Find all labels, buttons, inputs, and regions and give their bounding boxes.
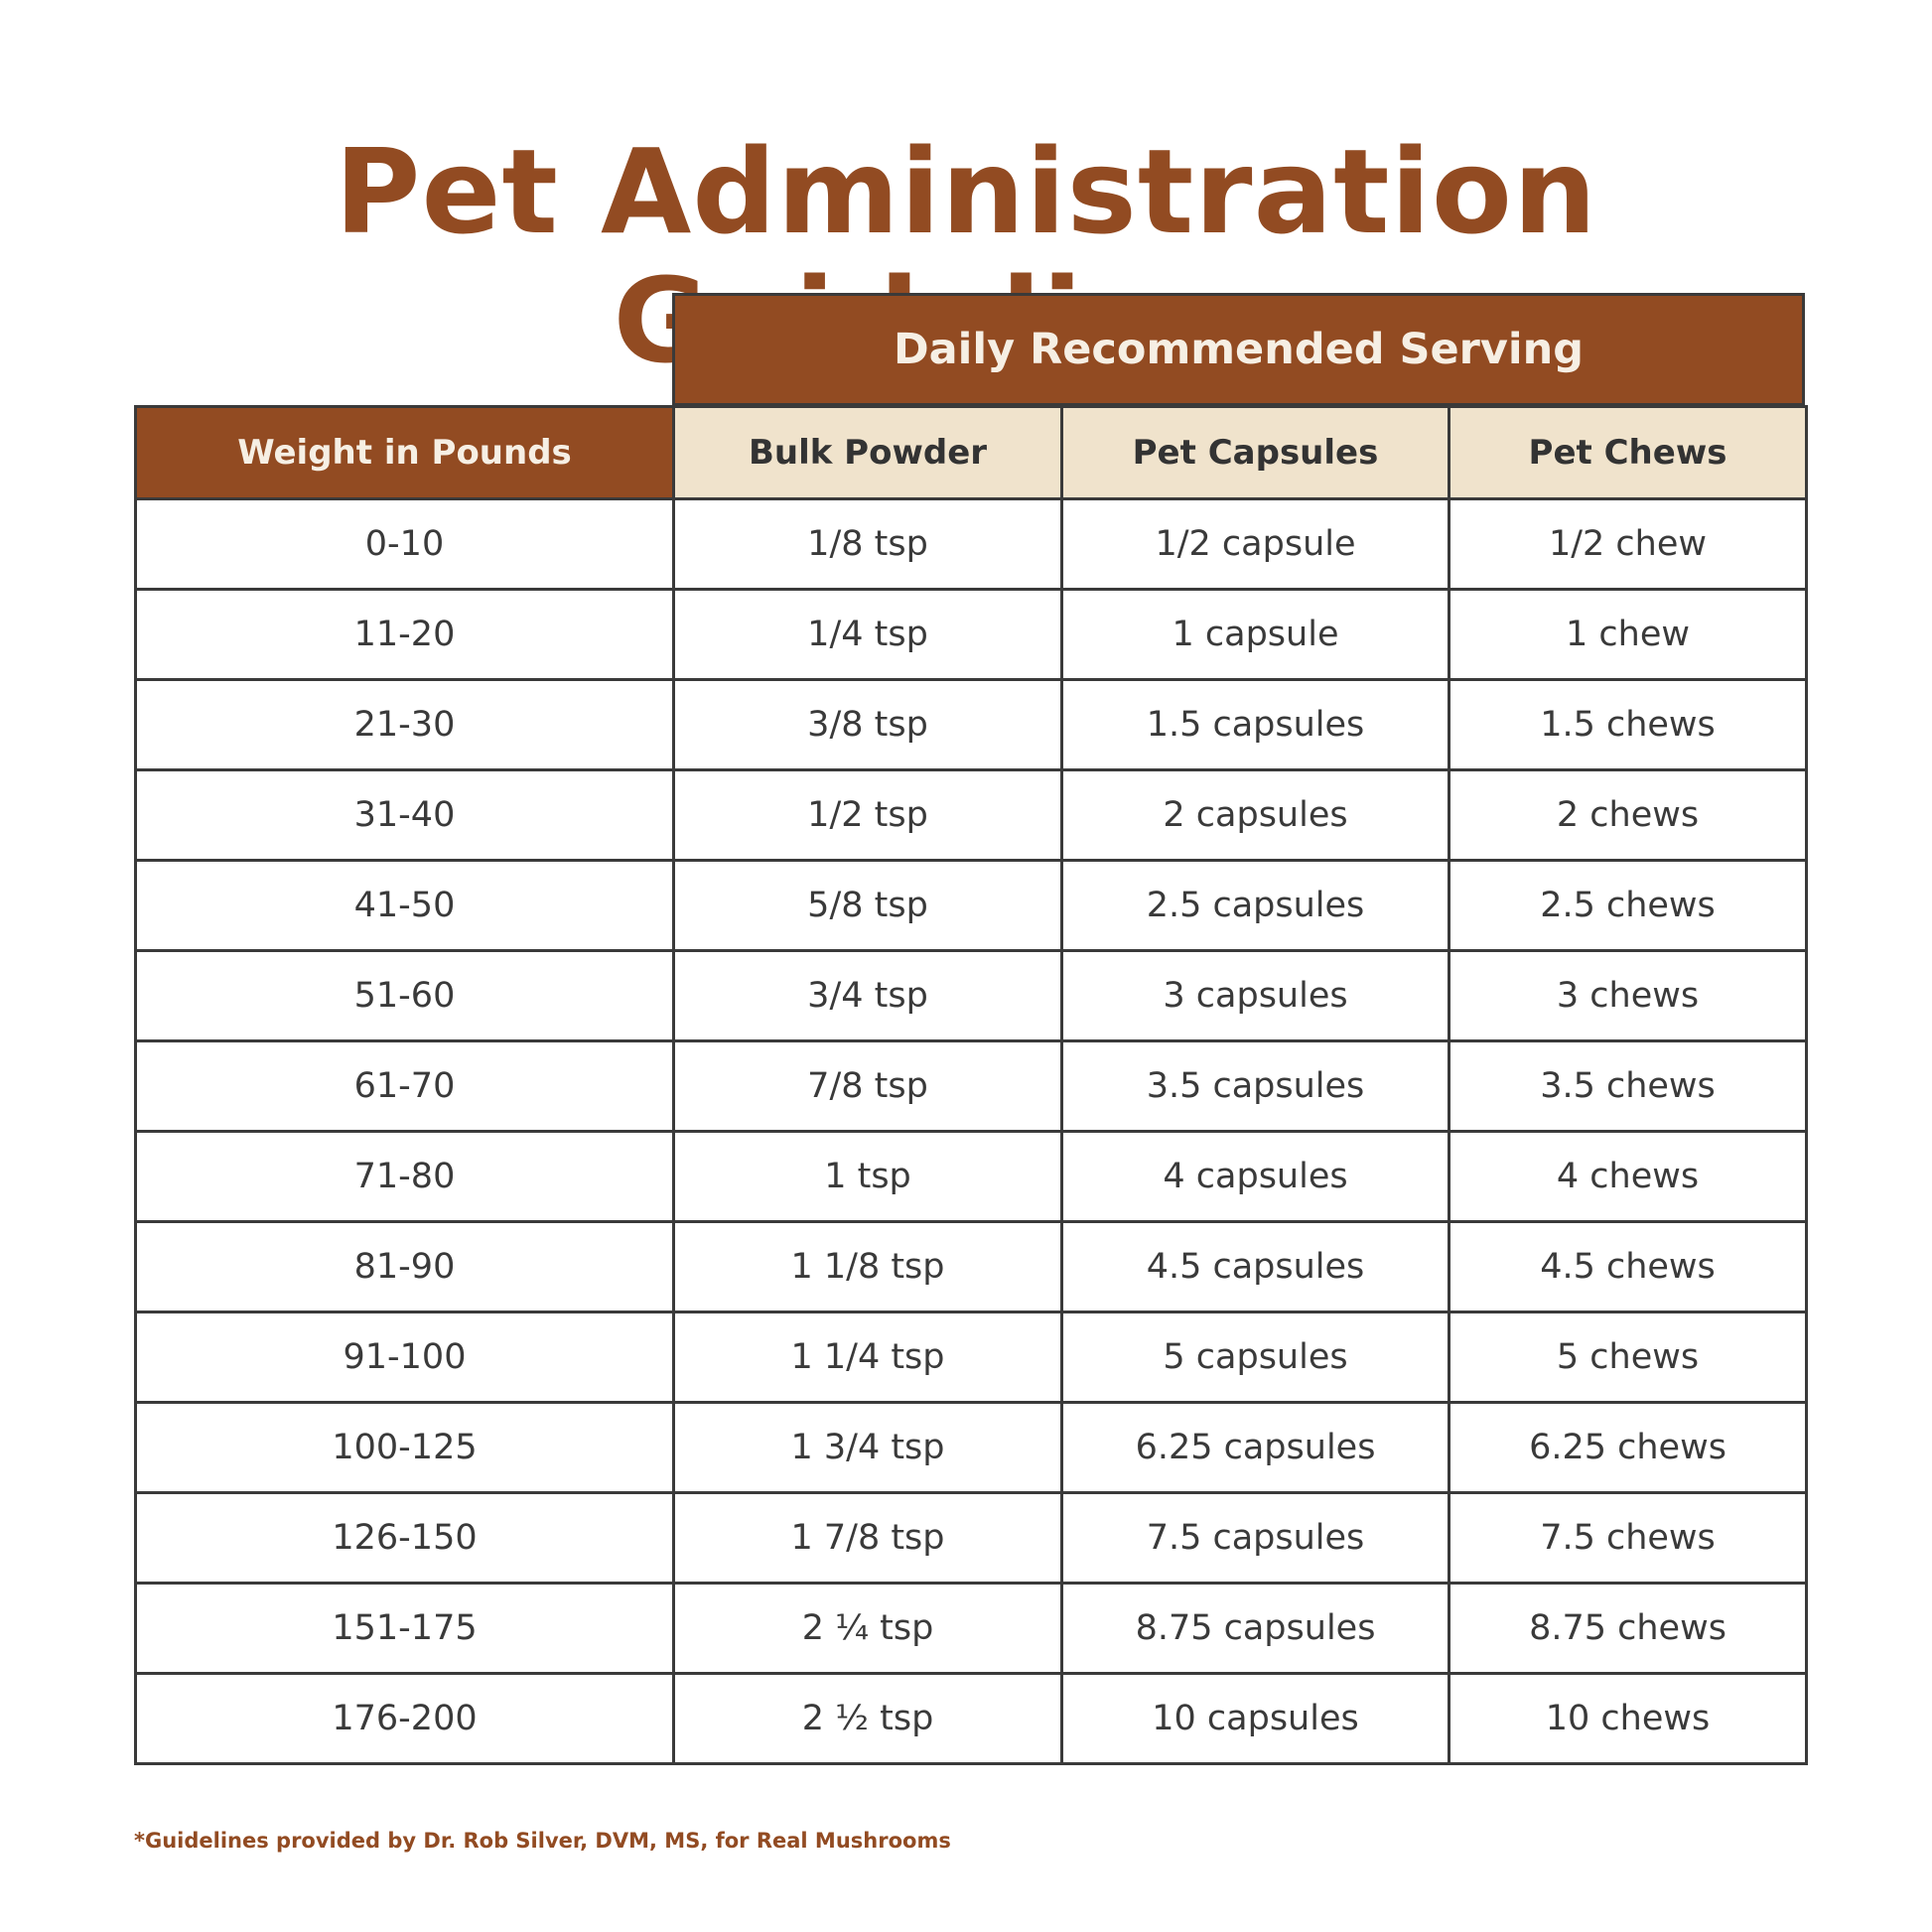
- cell-bulk-powder: 1 1/8 tsp: [672, 1220, 1063, 1313]
- table-row: 91-100 1 1/4 tsp 5 capsules 5 chews: [134, 1311, 1808, 1404]
- cell-pet-chews: 1/2 chew: [1448, 497, 1808, 591]
- cell-weight: 0-10: [134, 497, 675, 591]
- cell-bulk-powder: 3/4 tsp: [672, 949, 1063, 1042]
- table-row: 0-10 1/8 tsp 1/2 capsule 1/2 chew: [134, 497, 1808, 591]
- table-row: 81-90 1 1/8 tsp 4.5 capsules 4.5 chews: [134, 1220, 1808, 1313]
- cell-pet-chews: 10 chews: [1448, 1672, 1808, 1765]
- cell-weight: 91-100: [134, 1311, 675, 1404]
- cell-pet-chews: 5 chews: [1448, 1311, 1808, 1404]
- daily-serving-header: Daily Recommended Serving: [672, 293, 1805, 406]
- column-header-weight: Weight in Pounds: [134, 405, 675, 500]
- table-row: 31-40 1/2 tsp 2 capsules 2 chews: [134, 768, 1808, 862]
- table-row: 41-50 5/8 tsp 2.5 capsules 2.5 chews: [134, 859, 1808, 952]
- cell-bulk-powder: 2 ½ tsp: [672, 1672, 1063, 1765]
- cell-pet-capsules: 2.5 capsules: [1060, 859, 1450, 952]
- table-row: 51-60 3/4 tsp 3 capsules 3 chews: [134, 949, 1808, 1042]
- table-row: 61-70 7/8 tsp 3.5 capsules 3.5 chews: [134, 1039, 1808, 1133]
- cell-bulk-powder: 1/4 tsp: [672, 588, 1063, 681]
- cell-pet-capsules: 3 capsules: [1060, 949, 1450, 1042]
- cell-pet-capsules: 4 capsules: [1060, 1130, 1450, 1223]
- table-row: 126-150 1 7/8 tsp 7.5 capsules 7.5 chews: [134, 1491, 1808, 1585]
- footnote: *Guidelines provided by Dr. Rob Silver, …: [134, 1829, 951, 1853]
- cell-pet-chews: 8.75 chews: [1448, 1582, 1808, 1675]
- cell-pet-capsules: 4.5 capsules: [1060, 1220, 1450, 1313]
- cell-weight: 41-50: [134, 859, 675, 952]
- cell-weight: 21-30: [134, 678, 675, 771]
- cell-pet-capsules: 8.75 capsules: [1060, 1582, 1450, 1675]
- cell-pet-chews: 4 chews: [1448, 1130, 1808, 1223]
- cell-pet-chews: 3.5 chews: [1448, 1039, 1808, 1133]
- cell-bulk-powder: 1/8 tsp: [672, 497, 1063, 591]
- column-header-bulk-powder: Bulk Powder: [672, 405, 1063, 500]
- cell-pet-capsules: 5 capsules: [1060, 1311, 1450, 1404]
- cell-weight: 176-200: [134, 1672, 675, 1765]
- table-row: 11-20 1/4 tsp 1 capsule 1 chew: [134, 588, 1808, 681]
- cell-pet-capsules: 3.5 capsules: [1060, 1039, 1450, 1133]
- cell-pet-capsules: 1.5 capsules: [1060, 678, 1450, 771]
- cell-bulk-powder: 1 tsp: [672, 1130, 1063, 1223]
- table-row: 151-175 2 ¼ tsp 8.75 capsules 8.75 chews: [134, 1582, 1808, 1675]
- cell-pet-capsules: 1 capsule: [1060, 588, 1450, 681]
- cell-pet-capsules: 10 capsules: [1060, 1672, 1450, 1765]
- cell-weight: 71-80: [134, 1130, 675, 1223]
- cell-weight: 51-60: [134, 949, 675, 1042]
- cell-pet-capsules: 7.5 capsules: [1060, 1491, 1450, 1585]
- cell-pet-chews: 3 chews: [1448, 949, 1808, 1042]
- header-row: Weight in Pounds Bulk Powder Pet Capsule…: [134, 405, 1808, 500]
- cell-pet-chews: 6.25 chews: [1448, 1401, 1808, 1494]
- cell-pet-chews: 2.5 chews: [1448, 859, 1808, 952]
- table-row: 71-80 1 tsp 4 capsules 4 chews: [134, 1130, 1808, 1223]
- cell-pet-chews: 7.5 chews: [1448, 1491, 1808, 1585]
- cell-pet-capsules: 6.25 capsules: [1060, 1401, 1450, 1494]
- cell-pet-capsules: 2 capsules: [1060, 768, 1450, 862]
- cell-pet-capsules: 1/2 capsule: [1060, 497, 1450, 591]
- cell-weight: 61-70: [134, 1039, 675, 1133]
- cell-bulk-powder: 3/8 tsp: [672, 678, 1063, 771]
- cell-weight: 81-90: [134, 1220, 675, 1313]
- cell-pet-chews: 4.5 chews: [1448, 1220, 1808, 1313]
- column-header-pet-chews: Pet Chews: [1448, 405, 1808, 500]
- cell-weight: 126-150: [134, 1491, 675, 1585]
- column-header-pet-capsules: Pet Capsules: [1060, 405, 1450, 500]
- table-row: 21-30 3/8 tsp 1.5 capsules 1.5 chews: [134, 678, 1808, 771]
- cell-bulk-powder: 1 3/4 tsp: [672, 1401, 1063, 1494]
- dosage-table: Weight in Pounds Bulk Powder Pet Capsule…: [134, 405, 1808, 1765]
- cell-bulk-powder: 1 1/4 tsp: [672, 1311, 1063, 1404]
- cell-weight: 11-20: [134, 588, 675, 681]
- cell-pet-chews: 2 chews: [1448, 768, 1808, 862]
- cell-bulk-powder: 1/2 tsp: [672, 768, 1063, 862]
- cell-bulk-powder: 7/8 tsp: [672, 1039, 1063, 1133]
- table-row: 176-200 2 ½ tsp 10 capsules 10 chews: [134, 1672, 1808, 1765]
- table-row: 100-125 1 3/4 tsp 6.25 capsules 6.25 chews: [134, 1401, 1808, 1494]
- cell-pet-chews: 1 chew: [1448, 588, 1808, 681]
- cell-weight: 100-125: [134, 1401, 675, 1494]
- cell-bulk-powder: 2 ¼ tsp: [672, 1582, 1063, 1675]
- cell-weight: 151-175: [134, 1582, 675, 1675]
- cell-pet-chews: 1.5 chews: [1448, 678, 1808, 771]
- cell-weight: 31-40: [134, 768, 675, 862]
- cell-bulk-powder: 1 7/8 tsp: [672, 1491, 1063, 1585]
- cell-bulk-powder: 5/8 tsp: [672, 859, 1063, 952]
